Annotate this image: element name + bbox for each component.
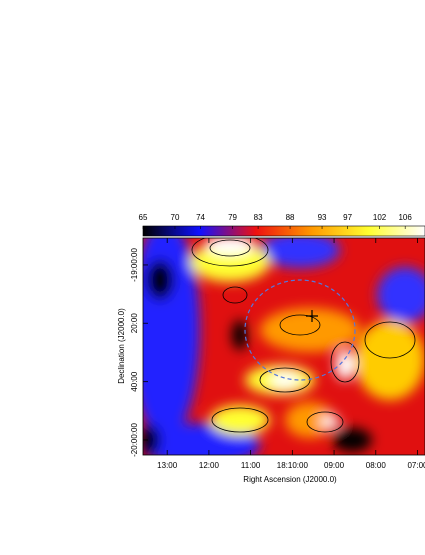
x-tick-label: 18:10:00 [277,461,309,470]
x-tick-label: 07:00 [407,461,425,470]
y-tick-label: 20:00 [130,313,139,334]
colorbar-tick-label: 65 [139,213,148,222]
y-tick-label: -20:00:00 [130,423,139,457]
x-tick-label: 11:00 [241,461,261,470]
colorbar-tick-label: 74 [196,213,205,222]
y-tick-label: -19:00:00 [130,248,139,282]
x-tick-label: 13:00 [157,461,178,470]
plot-frame [142,237,425,456]
colorbar-tick-label: 70 [171,213,180,222]
x-tick-label: 08:00 [366,461,387,470]
colorbar-tick-label: 88 [286,213,295,222]
y-tick-label: 40:00 [130,371,139,392]
x-tick-label: 09:00 [324,461,345,470]
x-tick-label: 12:00 [199,461,220,470]
map-image [143,238,425,455]
colorbar-tick-label: 106 [398,213,412,222]
colorbar-tick-label: 97 [343,213,352,222]
colorbar-tick-label: 79 [228,213,237,222]
colorbar-tick-label: 93 [318,213,327,222]
colorbar-tick-label: 83 [254,213,263,222]
colorbar [142,225,425,237]
colorbar-tick-label: 102 [373,213,387,222]
y-axis-label: Declination (J2000.0) [117,308,126,384]
x-axis-label: Right Ascension (J2000.0) [243,475,337,484]
